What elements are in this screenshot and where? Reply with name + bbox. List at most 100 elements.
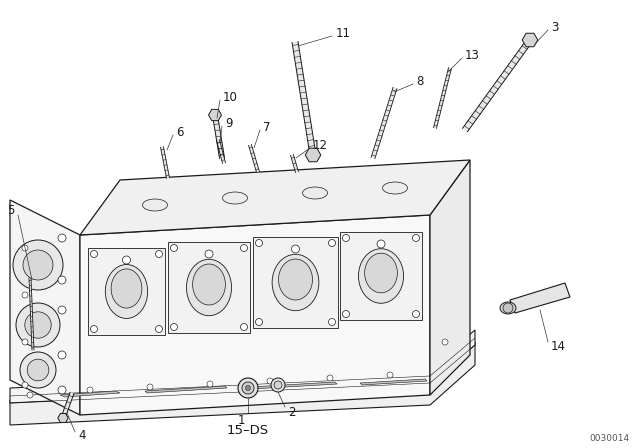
Text: 5: 5 <box>6 203 14 216</box>
Circle shape <box>147 384 153 390</box>
Circle shape <box>291 245 300 253</box>
Ellipse shape <box>500 302 516 314</box>
Text: 10: 10 <box>223 90 238 103</box>
Text: 4: 4 <box>78 428 86 441</box>
Text: 11: 11 <box>336 26 351 39</box>
Circle shape <box>238 378 258 398</box>
Polygon shape <box>212 115 225 159</box>
Polygon shape <box>433 68 451 129</box>
Circle shape <box>58 276 66 284</box>
Circle shape <box>87 387 93 393</box>
Circle shape <box>328 319 335 326</box>
Text: 7: 7 <box>263 121 271 134</box>
Polygon shape <box>29 278 34 350</box>
Polygon shape <box>140 383 232 396</box>
Polygon shape <box>510 283 570 313</box>
Polygon shape <box>291 155 298 172</box>
Polygon shape <box>522 33 538 47</box>
Circle shape <box>246 385 250 391</box>
Polygon shape <box>430 160 470 395</box>
Circle shape <box>271 378 285 392</box>
Circle shape <box>255 319 262 326</box>
Polygon shape <box>88 248 165 335</box>
Circle shape <box>23 250 53 280</box>
Ellipse shape <box>365 253 397 293</box>
Circle shape <box>22 292 28 298</box>
Circle shape <box>58 351 66 359</box>
Polygon shape <box>340 232 422 320</box>
Polygon shape <box>253 237 338 328</box>
Circle shape <box>205 250 213 258</box>
Polygon shape <box>463 38 532 132</box>
Circle shape <box>27 392 33 398</box>
Polygon shape <box>58 414 68 422</box>
Text: 13: 13 <box>465 48 480 61</box>
Text: 15–DS: 15–DS <box>227 423 269 436</box>
Ellipse shape <box>223 192 248 204</box>
Polygon shape <box>216 140 225 164</box>
Circle shape <box>413 234 419 241</box>
Circle shape <box>58 234 66 242</box>
Circle shape <box>13 240 63 290</box>
Ellipse shape <box>106 264 148 319</box>
Ellipse shape <box>358 249 404 303</box>
Circle shape <box>327 375 333 381</box>
Circle shape <box>90 326 97 332</box>
Circle shape <box>16 303 60 347</box>
Text: 1: 1 <box>237 414 245 426</box>
Polygon shape <box>371 87 397 159</box>
Polygon shape <box>305 148 321 162</box>
Text: 2: 2 <box>288 405 296 418</box>
Circle shape <box>274 381 282 389</box>
Circle shape <box>90 250 97 258</box>
Circle shape <box>503 303 513 313</box>
Ellipse shape <box>272 254 319 311</box>
Circle shape <box>442 339 448 345</box>
Polygon shape <box>61 392 74 419</box>
Polygon shape <box>145 386 227 393</box>
Polygon shape <box>355 376 432 388</box>
Circle shape <box>170 245 177 251</box>
Circle shape <box>28 359 49 381</box>
Circle shape <box>207 381 213 387</box>
Polygon shape <box>209 109 221 121</box>
Ellipse shape <box>111 269 142 308</box>
Ellipse shape <box>143 199 168 211</box>
Circle shape <box>156 326 163 332</box>
Circle shape <box>255 240 262 246</box>
Polygon shape <box>80 160 470 235</box>
Circle shape <box>342 234 349 241</box>
Circle shape <box>413 310 419 318</box>
Circle shape <box>241 323 248 331</box>
Polygon shape <box>80 215 430 415</box>
Polygon shape <box>60 391 120 397</box>
Polygon shape <box>360 379 427 385</box>
Text: 9: 9 <box>225 116 232 129</box>
Circle shape <box>377 240 385 248</box>
Circle shape <box>58 306 66 314</box>
Ellipse shape <box>186 259 232 316</box>
Polygon shape <box>10 330 475 403</box>
Circle shape <box>156 250 163 258</box>
Circle shape <box>267 378 273 384</box>
Text: 3: 3 <box>551 21 558 34</box>
Ellipse shape <box>278 259 312 300</box>
Text: 14: 14 <box>551 340 566 353</box>
Circle shape <box>170 323 177 331</box>
Ellipse shape <box>303 187 328 199</box>
Circle shape <box>58 386 66 394</box>
Polygon shape <box>245 379 342 392</box>
Polygon shape <box>161 146 170 178</box>
Polygon shape <box>168 242 250 333</box>
Circle shape <box>22 382 28 388</box>
Ellipse shape <box>193 264 225 305</box>
Circle shape <box>122 256 131 264</box>
Polygon shape <box>10 342 475 425</box>
Polygon shape <box>248 145 259 172</box>
Circle shape <box>241 245 248 251</box>
Circle shape <box>20 352 56 388</box>
Circle shape <box>387 372 393 378</box>
Text: 8: 8 <box>416 74 424 87</box>
Text: 12: 12 <box>313 138 328 151</box>
Circle shape <box>242 382 254 394</box>
